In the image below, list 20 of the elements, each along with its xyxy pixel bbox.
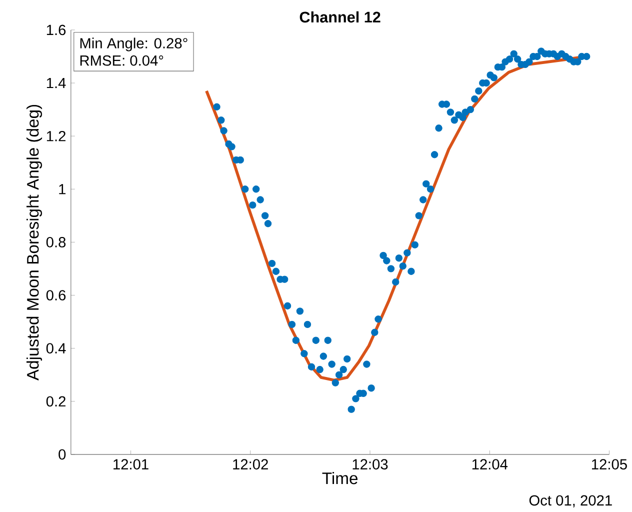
- annotation: RMSE: 0.04°: [80, 56, 164, 66]
- y-tick-label: 0.8: [46, 237, 66, 248]
- y-tick-label: 1.6: [46, 24, 66, 36]
- y-tick-label: 0.4: [46, 343, 66, 354]
- x-tick-label: 12:03: [352, 459, 388, 470]
- y-tick-label: 1.4: [46, 78, 66, 88]
- text: Oct 01, 2021: [529, 495, 612, 508]
- y-tick-label: 0.6: [46, 290, 66, 301]
- chart-title: Channel 12: [300, 11, 380, 23]
- y-tick-label: 1: [59, 184, 66, 194]
- annotation: Min Angle: 0.28°: [80, 38, 188, 52]
- y-tick-label: 0.2: [46, 396, 66, 407]
- x-tick-label: 12:04: [472, 459, 508, 470]
- y-axis-title: Adjusted Moon Boresight Angle (deg): [26, 105, 42, 381]
- x-axis-title: Time: [322, 472, 358, 484]
- y-tick-label: 0: [58, 449, 66, 460]
- x-tick-label: 12:02: [233, 459, 268, 470]
- x-tick-label: 12:05: [592, 459, 627, 470]
- y-tick-label: 1.2: [46, 131, 66, 142]
- x-tick-label: 12:01: [114, 459, 148, 470]
